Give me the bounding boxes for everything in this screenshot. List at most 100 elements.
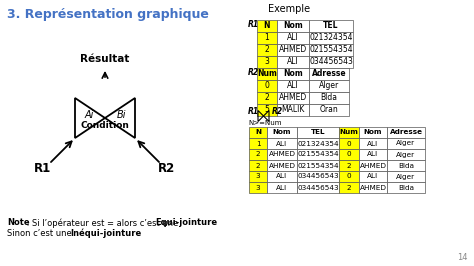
- Text: ALI: ALI: [276, 173, 288, 180]
- FancyBboxPatch shape: [339, 149, 359, 160]
- FancyBboxPatch shape: [267, 182, 297, 193]
- Text: Inéqui-jointure: Inéqui-jointure: [70, 229, 141, 239]
- Text: 034456543: 034456543: [309, 57, 353, 66]
- Text: Alger: Alger: [396, 173, 416, 180]
- Text: 021554354: 021554354: [297, 163, 339, 168]
- FancyBboxPatch shape: [387, 149, 425, 160]
- Text: ALI: ALI: [276, 185, 288, 190]
- FancyBboxPatch shape: [339, 138, 359, 149]
- Text: 14: 14: [457, 253, 468, 262]
- Text: Nom: Nom: [283, 22, 303, 31]
- Text: 0: 0: [264, 81, 269, 90]
- FancyBboxPatch shape: [359, 138, 387, 149]
- FancyBboxPatch shape: [297, 138, 339, 149]
- Text: R2: R2: [248, 68, 259, 77]
- Text: Nom: Nom: [273, 130, 291, 135]
- Text: 021554354: 021554354: [309, 45, 353, 55]
- Text: MALIK: MALIK: [281, 106, 305, 114]
- FancyBboxPatch shape: [359, 149, 387, 160]
- FancyBboxPatch shape: [257, 56, 277, 68]
- FancyBboxPatch shape: [387, 127, 425, 138]
- Text: Bi: Bi: [116, 110, 126, 120]
- Text: Blda: Blda: [398, 163, 414, 168]
- Text: AHMED: AHMED: [359, 185, 386, 190]
- Text: TEL: TEL: [323, 22, 339, 31]
- Text: R2: R2: [158, 161, 176, 174]
- Text: R1: R1: [248, 107, 259, 117]
- FancyBboxPatch shape: [309, 32, 353, 44]
- FancyBboxPatch shape: [249, 127, 267, 138]
- Text: 1: 1: [255, 140, 260, 147]
- FancyBboxPatch shape: [267, 171, 297, 182]
- Text: Exemple: Exemple: [268, 4, 310, 14]
- FancyBboxPatch shape: [257, 92, 277, 104]
- FancyBboxPatch shape: [359, 160, 387, 171]
- Text: TEL: TEL: [311, 130, 325, 135]
- Text: 3: 3: [255, 185, 260, 190]
- Text: 0: 0: [346, 173, 351, 180]
- Text: 021324354: 021324354: [309, 34, 353, 43]
- Text: R1: R1: [35, 161, 52, 174]
- Text: Nom: Nom: [283, 69, 303, 78]
- FancyBboxPatch shape: [257, 104, 277, 116]
- Text: 2: 2: [346, 185, 351, 190]
- FancyBboxPatch shape: [249, 149, 267, 160]
- Text: Blda: Blda: [320, 94, 337, 102]
- Text: Num: Num: [257, 69, 277, 78]
- FancyBboxPatch shape: [249, 160, 267, 171]
- Text: Oran: Oran: [319, 106, 338, 114]
- Text: Num: Num: [339, 130, 358, 135]
- FancyBboxPatch shape: [309, 80, 349, 92]
- FancyBboxPatch shape: [359, 127, 387, 138]
- Text: ALI: ALI: [276, 140, 288, 147]
- Text: ALI: ALI: [367, 152, 379, 157]
- FancyBboxPatch shape: [249, 171, 267, 182]
- FancyBboxPatch shape: [257, 68, 277, 80]
- Text: : Si l’opérateur est = alors c’est une: : Si l’opérateur est = alors c’est une: [24, 218, 181, 227]
- FancyBboxPatch shape: [297, 149, 339, 160]
- Text: ALI: ALI: [287, 34, 299, 43]
- FancyBboxPatch shape: [387, 160, 425, 171]
- Text: 034456543: 034456543: [297, 173, 339, 180]
- Text: 0: 0: [346, 152, 351, 157]
- Text: AHMED: AHMED: [268, 163, 295, 168]
- Text: Note: Note: [7, 218, 29, 227]
- FancyBboxPatch shape: [339, 171, 359, 182]
- Text: Résultat: Résultat: [80, 54, 130, 64]
- FancyBboxPatch shape: [277, 20, 309, 32]
- FancyBboxPatch shape: [277, 92, 309, 104]
- FancyBboxPatch shape: [359, 171, 387, 182]
- FancyBboxPatch shape: [297, 171, 339, 182]
- Text: N>=Num: N>=Num: [248, 120, 282, 126]
- Text: ALI: ALI: [367, 173, 379, 180]
- Text: N: N: [255, 130, 261, 135]
- Text: ALI: ALI: [367, 140, 379, 147]
- FancyBboxPatch shape: [309, 68, 349, 80]
- Text: 034456543: 034456543: [297, 185, 339, 190]
- Text: AHMED: AHMED: [279, 45, 307, 55]
- Text: 3. Représentation graphique: 3. Représentation graphique: [7, 8, 209, 21]
- FancyBboxPatch shape: [297, 127, 339, 138]
- FancyBboxPatch shape: [277, 68, 309, 80]
- FancyBboxPatch shape: [249, 138, 267, 149]
- Text: 0: 0: [346, 140, 351, 147]
- Text: AHMED: AHMED: [268, 152, 295, 157]
- FancyBboxPatch shape: [277, 56, 309, 68]
- FancyBboxPatch shape: [267, 160, 297, 171]
- Text: R1: R1: [248, 20, 259, 29]
- Text: 2: 2: [255, 152, 260, 157]
- FancyBboxPatch shape: [339, 182, 359, 193]
- FancyBboxPatch shape: [309, 56, 353, 68]
- FancyBboxPatch shape: [277, 104, 309, 116]
- FancyBboxPatch shape: [267, 127, 297, 138]
- FancyBboxPatch shape: [257, 44, 277, 56]
- Text: 2: 2: [264, 94, 269, 102]
- FancyBboxPatch shape: [359, 182, 387, 193]
- Text: R2: R2: [272, 107, 283, 117]
- Text: 2: 2: [255, 163, 260, 168]
- Text: Alger: Alger: [319, 81, 339, 90]
- Text: 3: 3: [255, 173, 260, 180]
- FancyBboxPatch shape: [309, 44, 353, 56]
- Text: Alger: Alger: [396, 152, 416, 157]
- FancyBboxPatch shape: [277, 44, 309, 56]
